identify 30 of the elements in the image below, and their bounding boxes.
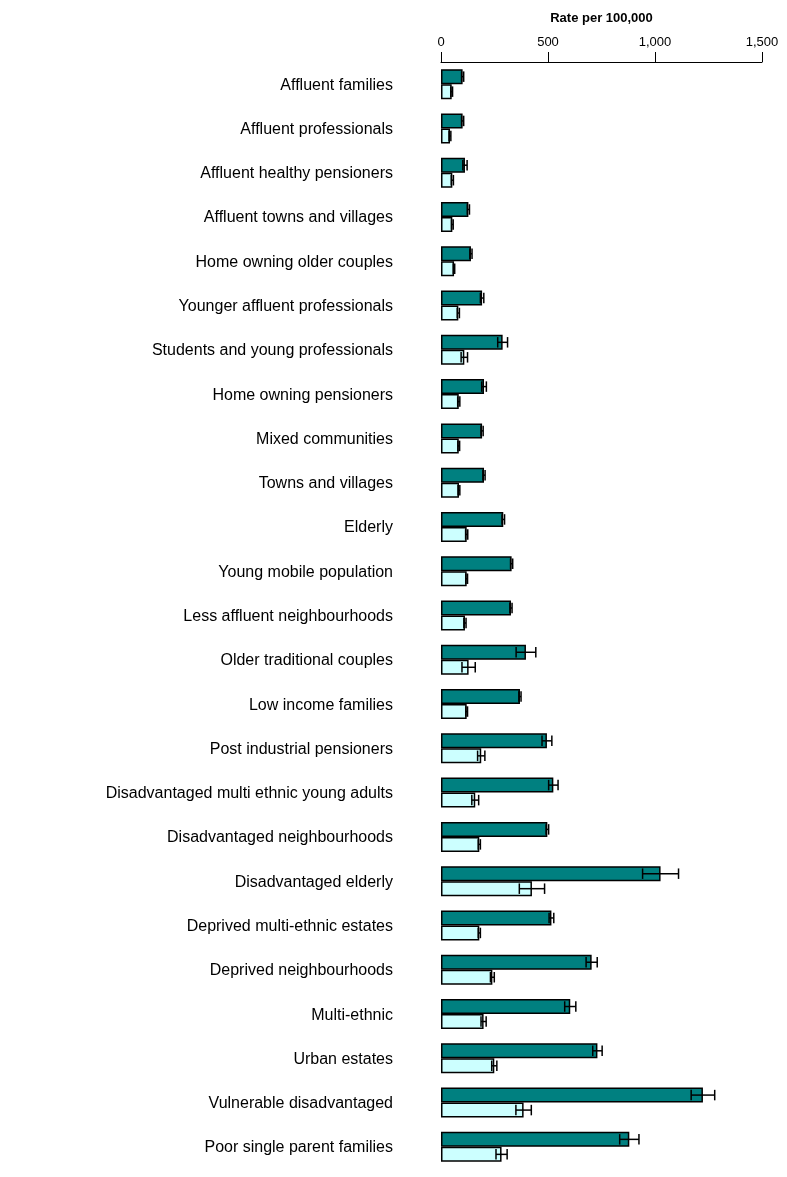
x-axis-title: Rate per 100,000 — [550, 10, 653, 25]
y-tick-label: Home owning older couples — [195, 252, 393, 270]
y-tick-label: Disadvantaged multi ethnic young adults — [105, 784, 393, 802]
y-tick-label: Mixed communities — [256, 429, 393, 447]
y-tick-label: Elderly — [344, 518, 393, 536]
y-tick-label: Deprived multi-ethnic estates — [186, 916, 393, 934]
y-tick-label: Young mobile population — [218, 562, 393, 580]
y-tick-label: Disadvantaged neighbourhoods — [167, 828, 393, 846]
y-tick-label: Post industrial pensioners — [209, 739, 393, 757]
y-tick-label: Multi-ethnic — [311, 1005, 393, 1023]
y-tick-label: Students and young professionals — [151, 341, 393, 359]
x-tick-label: 1,500 — [745, 34, 779, 49]
y-tick-label: Affluent families — [280, 75, 393, 93]
y-tick-label: Younger affluent professionals — [178, 297, 393, 315]
y-tick-label: Poor single parent families — [204, 1138, 393, 1156]
y-tick-label: Low income families — [248, 695, 393, 713]
y-tick-label: Older traditional couples — [220, 651, 393, 669]
y-tick-label: Towns and villages — [258, 474, 393, 492]
y-tick-label: Deprived neighbourhoods — [209, 961, 393, 979]
y-tick-label: Home owning pensioners — [212, 385, 393, 403]
x-tick-label: 0 — [437, 34, 445, 49]
x-tick-label: 500 — [537, 34, 559, 49]
y-tick-label: Disadvantaged elderly — [234, 872, 393, 890]
x-tick-label: 1,000 — [638, 34, 672, 49]
y-tick-label: Urban estates — [293, 1049, 393, 1067]
y-tick-label: Affluent towns and villages — [203, 208, 393, 226]
y-tick-label: Vulnerable disadvantaged — [208, 1094, 393, 1112]
y-tick-label: Affluent healthy pensioners — [200, 164, 393, 182]
y-tick-label: Less affluent neighbourhoods — [183, 607, 393, 624]
y-tick-label: Affluent professionals — [240, 119, 393, 137]
